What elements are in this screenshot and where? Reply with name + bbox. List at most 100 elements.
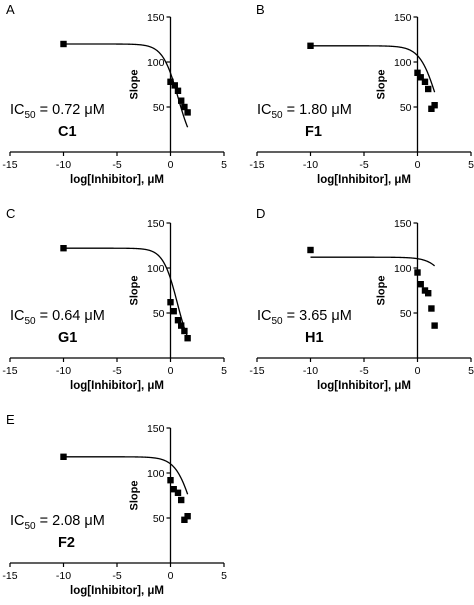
data-point	[167, 78, 174, 85]
x-tick-label: -5	[359, 365, 368, 377]
fit-curve	[63, 43, 189, 128]
data-point	[170, 308, 177, 315]
data-point	[167, 477, 174, 484]
data-point	[171, 82, 178, 89]
panel-label: B	[256, 2, 265, 17]
x-tick-label: -10	[303, 365, 318, 377]
x-tick-label: -5	[112, 159, 121, 171]
data-point	[414, 269, 421, 276]
y-axis-label: Slope	[376, 276, 388, 306]
x-tick-label: -15	[2, 365, 17, 377]
y-tick-label: 50	[400, 102, 412, 114]
y-tick-label: 150	[394, 218, 412, 230]
ic50-label: IC	[257, 308, 272, 324]
ic50-label: IC	[10, 308, 25, 324]
x-tick-label: 0	[168, 365, 174, 377]
x-tick-label: 0	[168, 159, 174, 171]
data-point	[178, 496, 185, 504]
x-tick-label: -5	[112, 365, 121, 377]
panel-label: E	[6, 412, 15, 427]
data-point	[178, 322, 185, 329]
data-point	[174, 87, 182, 94]
x-tick-label: -15	[2, 159, 17, 171]
data-point	[431, 322, 438, 329]
ic50-annotation: IC50 = 3.65 μM	[257, 308, 352, 327]
ic50-value: = 1.80 μM	[283, 102, 352, 118]
x-tick-label: 5	[221, 570, 227, 582]
x-axis-label: log[Inhibitor], μM	[70, 380, 164, 392]
x-tick-label: -10	[56, 159, 71, 171]
y-axis-label: Slope	[129, 70, 141, 100]
data-point	[431, 102, 438, 109]
data-point	[60, 245, 67, 252]
x-tick-label: 5	[468, 159, 474, 171]
y-axis-label: Slope	[129, 481, 141, 511]
y-tick-label: 50	[153, 102, 165, 114]
y-tick-label: 150	[147, 12, 165, 24]
y-tick-label: 50	[153, 308, 165, 320]
data-point	[417, 281, 424, 288]
x-tick-label: -15	[2, 570, 17, 582]
x-tick-label: -10	[56, 365, 71, 377]
x-tick-label: 0	[415, 365, 421, 377]
y-tick-label: 50	[153, 513, 165, 525]
ic50-label: IC	[10, 513, 25, 529]
y-axis-label: Slope	[129, 276, 141, 306]
compound-label: G1	[58, 330, 77, 346]
y-tick-label: 50	[400, 308, 412, 320]
data-point	[428, 105, 435, 112]
data-point	[425, 85, 432, 93]
x-tick-label: -10	[56, 570, 71, 582]
y-tick-label: 100	[394, 263, 412, 275]
data-point	[184, 335, 191, 342]
y-axis-label: Slope	[376, 70, 388, 100]
data-point	[167, 299, 174, 306]
fit-curve	[63, 456, 189, 495]
fit-curve	[63, 247, 189, 338]
ic50-value: = 2.08 μM	[36, 513, 105, 529]
panel-c: C -15 -10 -5 0 5 log[Inhibitor], μM 50 100 150 Slo…	[2, 206, 227, 392]
x-tick-label: -15	[249, 365, 264, 377]
ic50-subscript: 50	[272, 110, 284, 121]
x-tick-label: 5	[221, 159, 227, 171]
y-tick-label: 100	[147, 468, 165, 480]
data-point	[307, 246, 314, 254]
y-tick-label: 150	[147, 423, 165, 435]
data-point	[184, 109, 191, 116]
data-point	[174, 489, 182, 496]
panel-label: C	[6, 206, 15, 221]
x-tick-label: -5	[112, 570, 121, 582]
ic50-annotation: IC50 = 1.80 μM	[257, 102, 352, 121]
data-point	[421, 287, 429, 294]
y-tick-label: 100	[147, 57, 165, 69]
panel-e: E -15 -10 -5 0 5 log[Inhibitor], μM 50 100 150 Slo…	[2, 412, 227, 597]
ic50-annotation: IC50 = 0.64 μM	[10, 308, 105, 327]
compound-label: C1	[58, 124, 77, 140]
ic50-subscript: 50	[272, 316, 284, 327]
x-tick-label: 0	[168, 570, 174, 582]
x-tick-label: 0	[415, 159, 421, 171]
panel-b: B -15 -10 -5 0 5 log[Inhibitor], μM 50 100 150 Slo…	[249, 2, 474, 186]
y-tick-label: 150	[147, 218, 165, 230]
ic50-value: = 0.72 μM	[36, 102, 105, 118]
data-point	[60, 40, 67, 48]
ic50-annotation: IC50 = 2.08 μM	[10, 513, 105, 532]
x-tick-label: -10	[303, 159, 318, 171]
x-tick-label: 5	[468, 365, 474, 377]
y-tick-label: 150	[394, 12, 412, 24]
data-point	[174, 317, 182, 324]
data-point	[307, 42, 314, 49]
panel-d: D -15 -10 -5 0 5 log[Inhibitor], μM 50 100 150 Slo…	[249, 206, 474, 392]
y-tick-label: 100	[147, 263, 165, 275]
data-point	[417, 74, 424, 81]
ic50-value: = 3.65 μM	[283, 308, 352, 324]
data-point	[421, 78, 429, 85]
ic50-annotation: IC50 = 0.72 μM	[10, 102, 105, 121]
data-point	[428, 305, 435, 312]
panel-a: A -15 -10 -5 0 5 log[Inhibitor], μM 50 100 150 Slo…	[2, 2, 227, 186]
fit-curve	[310, 45, 436, 93]
panel-label: A	[6, 2, 15, 17]
x-tick-label: -5	[359, 159, 368, 171]
data-point	[60, 453, 67, 460]
x-axis-label: log[Inhibitor], μM	[70, 174, 164, 186]
